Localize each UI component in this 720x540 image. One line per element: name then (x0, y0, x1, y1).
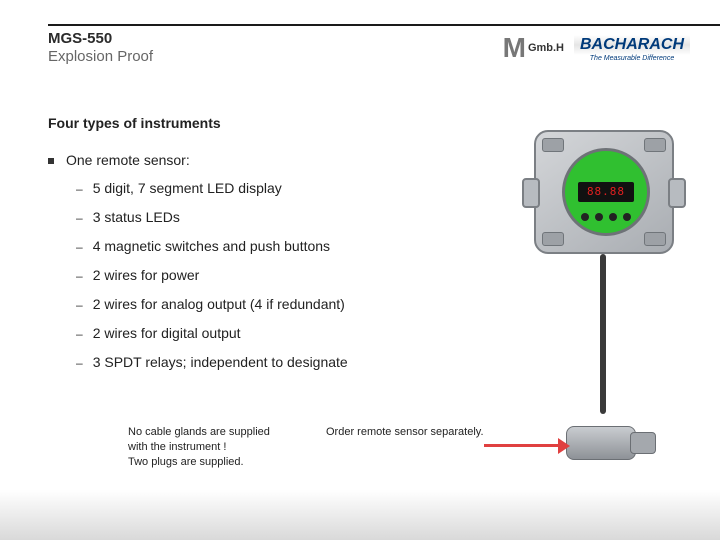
list-item: – 3 status LEDs (76, 209, 478, 225)
note-right: Order remote sensor separately. (326, 425, 484, 470)
product-title: MGS-550 (48, 30, 153, 47)
face-button-icon (581, 213, 589, 221)
sensor-device-illustration: 88.88 (534, 130, 674, 270)
sub-bullet-text: 4 magnetic switches and push buttons (93, 238, 330, 254)
sub-bullet-text: 3 SPDT relays; independent to designate (93, 354, 348, 370)
square-bullet-icon (48, 158, 54, 164)
header: MGS-550 Explosion Proof (48, 30, 153, 65)
sub-bullet-list: – 5 digit, 7 segment LED display – 3 sta… (76, 180, 478, 370)
remote-probe-illustration (566, 420, 656, 466)
list-item: – 4 magnetic switches and push buttons (76, 238, 478, 254)
main-bullet-text: One remote sensor: (66, 152, 190, 168)
list-item: – 2 wires for digital output (76, 325, 478, 341)
mounting-lug-icon (522, 178, 540, 208)
list-item: – 2 wires for power (76, 267, 478, 283)
content-block: One remote sensor: – 5 digit, 7 segment … (48, 152, 478, 383)
main-bullet-row: One remote sensor: (48, 152, 478, 168)
sensor-cable (600, 254, 606, 414)
dash-icon: – (76, 211, 83, 225)
mounting-lug-icon (668, 178, 686, 208)
list-item: – 2 wires for analog output (4 if redund… (76, 296, 478, 312)
header-rule (48, 24, 720, 26)
bacharach-logo: BACHARACH The Measurable Difference (574, 35, 690, 62)
murco-m-icon: M (503, 32, 524, 64)
corner-boss-icon (542, 232, 564, 246)
corner-boss-icon (542, 138, 564, 152)
footer-gradient (0, 490, 720, 540)
notes-block: No cable glands are supplied with the in… (128, 425, 484, 470)
callout-arrow-line (484, 444, 564, 447)
list-item: – 5 digit, 7 segment LED display (76, 180, 478, 196)
dash-icon: – (76, 269, 83, 283)
note-left: No cable glands are supplied with the in… (128, 425, 288, 470)
face-buttons (581, 213, 631, 221)
brand-tagline: The Measurable Difference (590, 55, 674, 62)
sub-bullet-text: 2 wires for power (93, 267, 200, 283)
probe-tip (630, 432, 656, 454)
sub-bullet-text: 3 status LEDs (93, 209, 180, 225)
device-face: 88.88 (562, 148, 650, 236)
dash-icon: – (76, 240, 83, 254)
dash-icon: – (76, 298, 83, 312)
sub-bullet-text: 2 wires for analog output (4 if redundan… (93, 296, 345, 312)
face-button-icon (595, 213, 603, 221)
face-button-icon (609, 213, 617, 221)
corner-boss-icon (644, 138, 666, 152)
callout-arrow-head-icon (558, 438, 570, 454)
enclosure-body: 88.88 (534, 130, 674, 254)
dash-icon: – (76, 327, 83, 341)
brand-name: BACHARACH (574, 35, 690, 55)
led-readout: 88.88 (578, 182, 634, 202)
dash-icon: – (76, 182, 83, 196)
sub-bullet-text: 5 digit, 7 segment LED display (93, 180, 282, 196)
dash-icon: – (76, 356, 83, 370)
section-title: Four types of instruments (48, 115, 221, 131)
sub-bullet-text: 2 wires for digital output (93, 325, 241, 341)
list-item: – 3 SPDT relays; independent to designat… (76, 354, 478, 370)
logo-area: M Gmb.H BACHARACH The Measurable Differe… (503, 32, 690, 64)
product-subtitle: Explosion Proof (48, 48, 153, 65)
corner-boss-icon (644, 232, 666, 246)
probe-body (566, 426, 636, 460)
face-button-icon (623, 213, 631, 221)
gmbh-label: Gmb.H (528, 42, 564, 54)
